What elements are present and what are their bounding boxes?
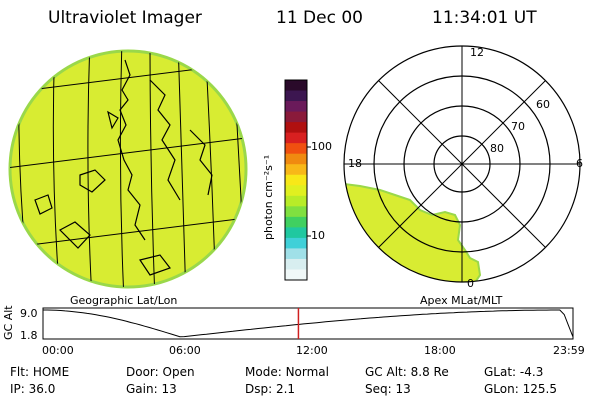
colorbar-stripe <box>285 153 307 165</box>
mlt-label-6: 6 <box>576 157 583 170</box>
colorbar-stripe <box>285 132 307 144</box>
colorbar-stripe <box>285 227 307 239</box>
status-gc-alt: GC Alt: 8.8 Re <box>365 365 449 379</box>
colorbar-stripes <box>285 80 307 281</box>
app-title: Ultraviolet Imager <box>48 8 202 28</box>
auroral-oval-region <box>344 183 482 282</box>
mlt-label-18: 18 <box>348 157 362 170</box>
colorbar-stripe <box>285 216 307 228</box>
timeline-xtick-0000: 00:00 <box>42 344 74 357</box>
date-readout: 11 Dec 00 <box>276 8 363 28</box>
colorbar-stripe <box>285 269 307 281</box>
altitude-timeline <box>42 307 574 340</box>
status-mode: Mode: Normal <box>245 365 329 379</box>
colorbar-stripe <box>285 111 307 123</box>
status-glon: GLon: 125.5 <box>484 382 557 396</box>
colorbar-stripe <box>285 101 307 113</box>
colorbar-stripe <box>285 143 307 155</box>
mlt-label-0: 0 <box>467 277 474 290</box>
status-flt: Flt: HOME <box>10 365 70 379</box>
status-dsp: Dsp: 2.1 <box>245 382 296 396</box>
colorbar-stripe <box>285 206 307 218</box>
polar-map-caption: Apex MLat/MLT <box>420 294 503 307</box>
geographic-map <box>8 49 248 289</box>
colorbar-label-100: 100 <box>311 140 332 153</box>
polar-map <box>343 45 581 283</box>
mlt-label-12: 12 <box>470 46 484 59</box>
status-glat: GLat: -4.3 <box>484 365 544 379</box>
status-gain: Gain: 13 <box>126 382 177 396</box>
gc-altitude-curve <box>43 309 574 338</box>
status-door: Door: Open <box>126 365 195 379</box>
timeline-xtick-1800: 18:00 <box>424 344 456 357</box>
colorbar-stripe <box>285 258 307 270</box>
status-ip: IP: 36.0 <box>10 382 56 396</box>
coastlines <box>34 59 213 276</box>
colorbar-stripe <box>285 195 307 207</box>
timeline-ytick-1-8: 1.8 <box>20 329 38 342</box>
colorbar-unit-label: photon cm⁻²s⁻¹ <box>262 154 275 240</box>
colorbar-stripe <box>285 122 307 134</box>
colorbar-stripe <box>285 237 307 249</box>
colorbar-stripe <box>285 80 307 92</box>
colorbar-frame <box>284 79 308 281</box>
timeline-frame <box>42 307 574 340</box>
colorbar-stripe <box>285 174 307 186</box>
colorbar-stripe <box>285 164 307 176</box>
timeline-ytick-9: 9.0 <box>20 307 38 320</box>
status-seq: Seq: 13 <box>365 382 411 396</box>
colorbar-stripe <box>285 185 307 197</box>
mlat-label-80: 80 <box>490 142 504 155</box>
mlat-label-70: 70 <box>511 120 525 133</box>
timeline-xtick-2359: 23:59 <box>553 344 585 357</box>
time-readout: 11:34:01 UT <box>432 8 537 28</box>
intensity-colorbar <box>284 79 311 281</box>
geographic-map-caption: Geographic Lat/Lon <box>70 294 178 307</box>
timeline-xtick-1200: 12:00 <box>296 344 328 357</box>
colorbar-label-10: 10 <box>311 229 325 242</box>
colorbar-stripe <box>285 248 307 260</box>
timeline-xtick-0600: 06:00 <box>169 344 201 357</box>
mlt-spokes <box>344 46 580 282</box>
mlat-label-60: 60 <box>536 98 550 111</box>
timeline-axis-label: GC Alt <box>2 305 15 340</box>
earth-disk <box>8 49 248 289</box>
colorbar-stripe <box>285 90 307 102</box>
